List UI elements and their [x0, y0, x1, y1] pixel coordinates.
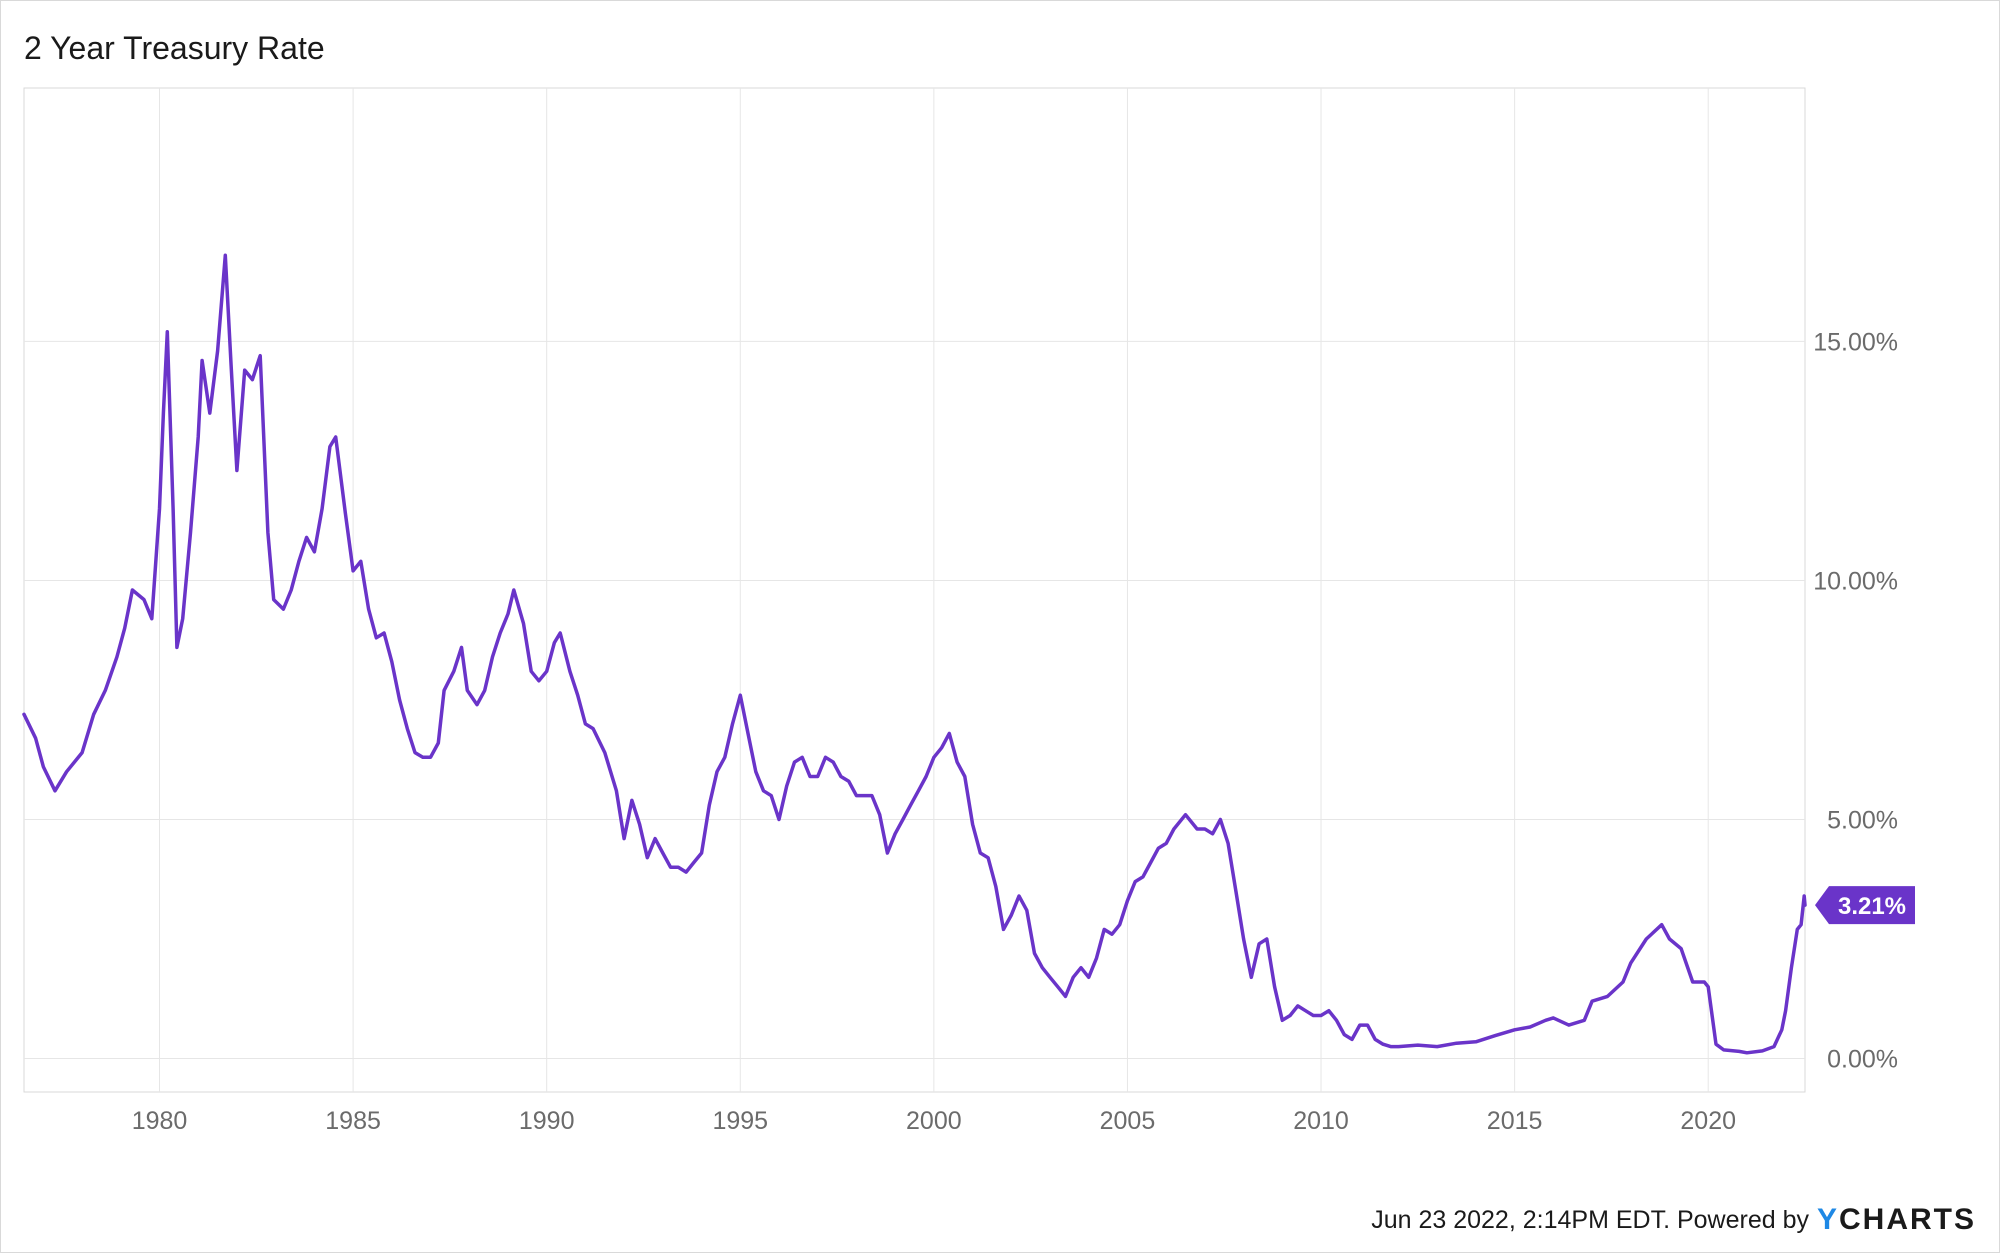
logo-y: Y: [1816, 1203, 1839, 1236]
y-tick-label: 0.00%: [1827, 1046, 1898, 1074]
x-tick-label: 2000: [906, 1107, 962, 1135]
x-tick-label: 2015: [1487, 1107, 1543, 1135]
x-tick-label: 2010: [1293, 1107, 1349, 1135]
series-line: [22, 253, 1807, 1055]
x-tick-label: 1980: [132, 1107, 188, 1135]
y-tick-label: 5.00%: [1827, 806, 1898, 834]
y-tick-label: 15.00%: [1813, 328, 1898, 356]
ycharts-logo[interactable]: YCHARTS: [1817, 1203, 1976, 1237]
x-tick-label: 1990: [519, 1107, 575, 1135]
last-value-flag: [1815, 886, 1915, 925]
chart-title: 2 Year Treasury Rate: [24, 30, 325, 66]
last-value-label: 3.21%: [1838, 893, 1906, 920]
logo-rest: CHARTS: [1839, 1203, 1976, 1236]
x-tick-label: 2020: [1680, 1107, 1736, 1135]
x-tick-label: 2005: [1100, 1107, 1156, 1135]
footer: Jun 23 2022, 2:14PM EDT. Powered by YCHA…: [1371, 1203, 1976, 1237]
y-tick-label: 10.00%: [1813, 567, 1898, 595]
footer-text: Jun 23 2022, 2:14PM EDT. Powered by: [1371, 1205, 1809, 1234]
x-tick-label: 1985: [325, 1107, 381, 1135]
plot-border: [23, 87, 1806, 1093]
x-tick-label: 1995: [712, 1107, 768, 1135]
